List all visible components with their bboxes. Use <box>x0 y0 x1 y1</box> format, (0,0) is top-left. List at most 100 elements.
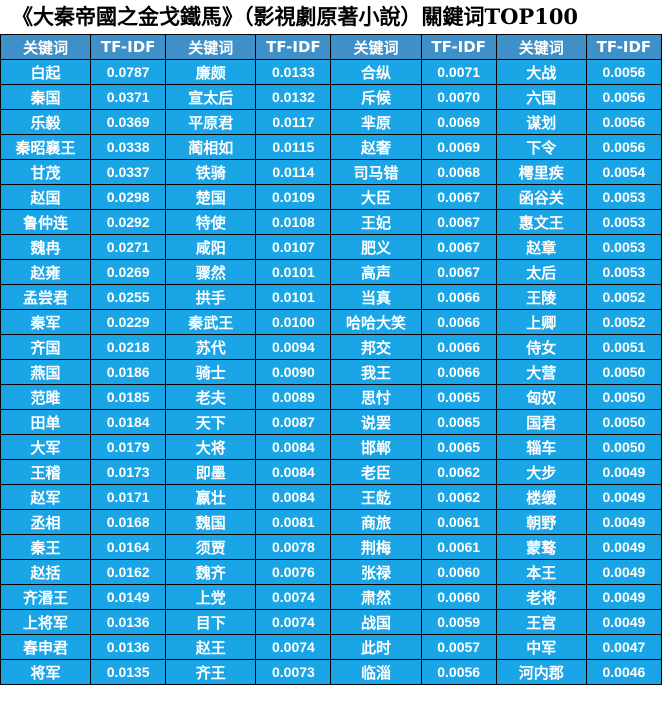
keyword-cell: 河内郡 <box>495 659 587 685</box>
tfidf-cell: 0.0056 <box>420 659 497 685</box>
keyword-table: 关键词 TF-IDF 关键词 TF-IDF 关键词 TF-IDF 关键词 TF-… <box>0 34 662 685</box>
keyword-cell: 中军 <box>495 634 587 660</box>
keyword-cell: 王陵 <box>495 284 587 310</box>
table-row: 赵雍 0.0269 骤然 0.0101 高声 0.0067 太后 0.0053 <box>0 259 662 285</box>
tfidf-cell: 0.0049 <box>585 484 662 510</box>
tfidf-cell: 0.0047 <box>585 634 662 660</box>
column-header: TF-IDF <box>585 34 662 60</box>
keyword-cell: 老将 <box>495 584 587 610</box>
keyword-cell: 芈原 <box>330 109 422 135</box>
keyword-cell: 秦王 <box>0 534 92 560</box>
keyword-cell: 樗里疾 <box>495 159 587 185</box>
tfidf-cell: 0.0066 <box>420 309 497 335</box>
table-row: 大军 0.0179 大将 0.0084 邯郸 0.0065 辎车 0.0050 <box>0 434 662 460</box>
tfidf-cell: 0.0074 <box>255 634 332 660</box>
tfidf-cell: 0.0054 <box>585 159 662 185</box>
column-header: TF-IDF <box>255 34 332 60</box>
tfidf-cell: 0.0298 <box>90 184 167 210</box>
tfidf-cell: 0.0067 <box>420 184 497 210</box>
keyword-cell: 战国 <box>330 609 422 635</box>
tfidf-cell: 0.0186 <box>90 359 167 385</box>
keyword-cell: 说罢 <box>330 409 422 435</box>
keyword-cell: 我王 <box>330 359 422 385</box>
keyword-cell: 老臣 <box>330 459 422 485</box>
keyword-cell: 思忖 <box>330 384 422 410</box>
tfidf-cell: 0.0094 <box>255 334 332 360</box>
keyword-cell: 苏代 <box>165 334 257 360</box>
keyword-cell: 大战 <box>495 59 587 85</box>
keyword-cell: 下令 <box>495 134 587 160</box>
tfidf-cell: 0.0101 <box>255 284 332 310</box>
tfidf-cell: 0.0049 <box>585 559 662 585</box>
tfidf-cell: 0.0065 <box>420 384 497 410</box>
tfidf-cell: 0.0087 <box>255 409 332 435</box>
tfidf-cell: 0.0069 <box>420 109 497 135</box>
keyword-cell: 魏齐 <box>165 559 257 585</box>
keyword-cell: 赵王 <box>165 634 257 660</box>
keyword-cell: 秦武王 <box>165 309 257 335</box>
tfidf-cell: 0.0052 <box>585 284 662 310</box>
keyword-cell: 魏冉 <box>0 234 92 260</box>
keyword-cell: 将军 <box>0 659 92 685</box>
tfidf-cell: 0.0056 <box>585 59 662 85</box>
tfidf-cell: 0.0050 <box>585 359 662 385</box>
keyword-cell: 当真 <box>330 284 422 310</box>
tfidf-cell: 0.0050 <box>585 409 662 435</box>
tfidf-cell: 0.0053 <box>585 209 662 235</box>
tfidf-cell: 0.0049 <box>585 459 662 485</box>
tfidf-cell: 0.0081 <box>255 509 332 535</box>
keyword-cell: 乐毅 <box>0 109 92 135</box>
tfidf-cell: 0.0168 <box>90 509 167 535</box>
table-row: 齐国 0.0218 苏代 0.0094 邦交 0.0066 侍女 0.0051 <box>0 334 662 360</box>
tfidf-cell: 0.0132 <box>255 84 332 110</box>
keyword-cell: 廉颇 <box>165 59 257 85</box>
tfidf-cell: 0.0066 <box>420 334 497 360</box>
column-header: TF-IDF <box>420 34 497 60</box>
tfidf-cell: 0.0067 <box>420 259 497 285</box>
column-header: 关键词 <box>330 34 422 60</box>
keyword-cell: 骑士 <box>165 359 257 385</box>
tfidf-cell: 0.0218 <box>90 334 167 360</box>
tfidf-cell: 0.0090 <box>255 359 332 385</box>
keyword-cell: 辎车 <box>495 434 587 460</box>
keyword-cell: 上党 <box>165 584 257 610</box>
keyword-cell: 本王 <box>495 559 587 585</box>
keyword-cell: 须贾 <box>165 534 257 560</box>
tfidf-cell: 0.0184 <box>90 409 167 435</box>
tfidf-cell: 0.0066 <box>420 284 497 310</box>
tfidf-cell: 0.0049 <box>585 609 662 635</box>
tfidf-cell: 0.0049 <box>585 534 662 560</box>
table-row: 齐湣王 0.0149 上党 0.0074 肃然 0.0060 老将 0.0049 <box>0 584 662 610</box>
tfidf-cell: 0.0053 <box>585 259 662 285</box>
tfidf-cell: 0.0787 <box>90 59 167 85</box>
keyword-cell: 楚国 <box>165 184 257 210</box>
keyword-cell: 燕国 <box>0 359 92 385</box>
tfidf-cell: 0.0171 <box>90 484 167 510</box>
keyword-cell: 肃然 <box>330 584 422 610</box>
keyword-cell: 鲁仲连 <box>0 209 92 235</box>
keyword-cell: 斥候 <box>330 84 422 110</box>
keyword-cell: 丞相 <box>0 509 92 535</box>
keyword-cell: 朝野 <box>495 509 587 535</box>
tfidf-cell: 0.0114 <box>255 159 332 185</box>
keyword-cell: 临淄 <box>330 659 422 685</box>
tfidf-cell: 0.0061 <box>420 509 497 535</box>
keyword-cell: 合纵 <box>330 59 422 85</box>
tfidf-cell: 0.0074 <box>255 609 332 635</box>
tfidf-cell: 0.0164 <box>90 534 167 560</box>
table-row: 赵括 0.0162 魏齐 0.0076 张禄 0.0060 本王 0.0049 <box>0 559 662 585</box>
keyword-cell: 六国 <box>495 84 587 110</box>
tfidf-cell: 0.0100 <box>255 309 332 335</box>
tfidf-cell: 0.0337 <box>90 159 167 185</box>
keyword-cell: 赵括 <box>0 559 92 585</box>
tfidf-cell: 0.0053 <box>585 234 662 260</box>
tfidf-cell: 0.0059 <box>420 609 497 635</box>
tfidf-cell: 0.0062 <box>420 484 497 510</box>
keyword-cell: 白起 <box>0 59 92 85</box>
tfidf-cell: 0.0050 <box>585 434 662 460</box>
keyword-cell: 赵雍 <box>0 259 92 285</box>
tfidf-cell: 0.0084 <box>255 484 332 510</box>
tfidf-cell: 0.0162 <box>90 559 167 585</box>
keyword-cell: 王稽 <box>0 459 92 485</box>
